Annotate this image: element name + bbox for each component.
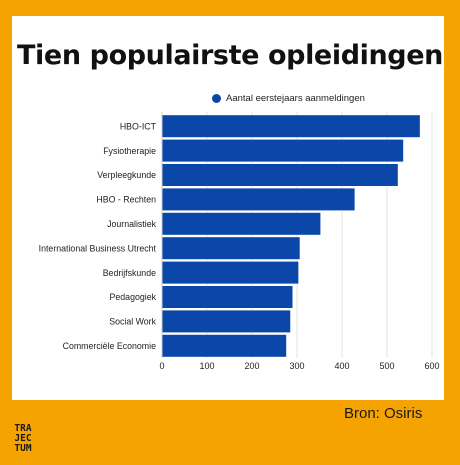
category-label: International Business Utrecht: [39, 243, 157, 253]
bar: [162, 334, 287, 357]
source-credit: Bron: Osiris: [344, 405, 423, 422]
bar: [162, 212, 321, 235]
x-tick-label: 300: [289, 361, 304, 371]
category-label: HBO - Rechten: [96, 195, 156, 205]
x-tick-label: 100: [199, 361, 214, 371]
chart-title: Tien populairste opleidingen: [17, 40, 443, 71]
bar: [162, 286, 293, 308]
category-label: Pedagogiek: [110, 292, 157, 302]
category-label: Fysiotherapie: [103, 146, 156, 156]
bar: [162, 237, 300, 260]
category-label: Social Work: [109, 317, 156, 327]
trajectum-logo: TRA JEC TUM: [6, 422, 40, 456]
bar: [162, 310, 291, 333]
category-label: Journalistiek: [107, 219, 156, 229]
bar: [162, 115, 420, 138]
bar: [162, 188, 355, 211]
x-tick-label: 600: [424, 361, 439, 371]
category-label: Verpleegkunde: [97, 170, 156, 180]
bar: [162, 139, 404, 162]
category-label: Bedrijfskunde: [103, 268, 156, 278]
bar: [162, 164, 398, 186]
legend-label: Aantal eerstejaars aanmeldingen: [226, 92, 365, 104]
category-label: HBO-ICT: [120, 121, 157, 131]
logo-line: JEC: [14, 433, 32, 444]
logo-line: TUM: [14, 443, 32, 454]
x-tick-label: 400: [334, 361, 349, 371]
x-tick-label: 500: [379, 361, 394, 371]
logo-line: TRA: [14, 423, 32, 434]
category-label: Commerciële Economie: [63, 341, 156, 351]
bar: [162, 261, 299, 284]
legend-marker-icon: [212, 93, 221, 103]
x-tick-label: 0: [159, 361, 164, 371]
chart-legend: Aantal eerstejaars aanmeldingen: [212, 91, 365, 105]
x-tick-label: 200: [244, 361, 259, 371]
